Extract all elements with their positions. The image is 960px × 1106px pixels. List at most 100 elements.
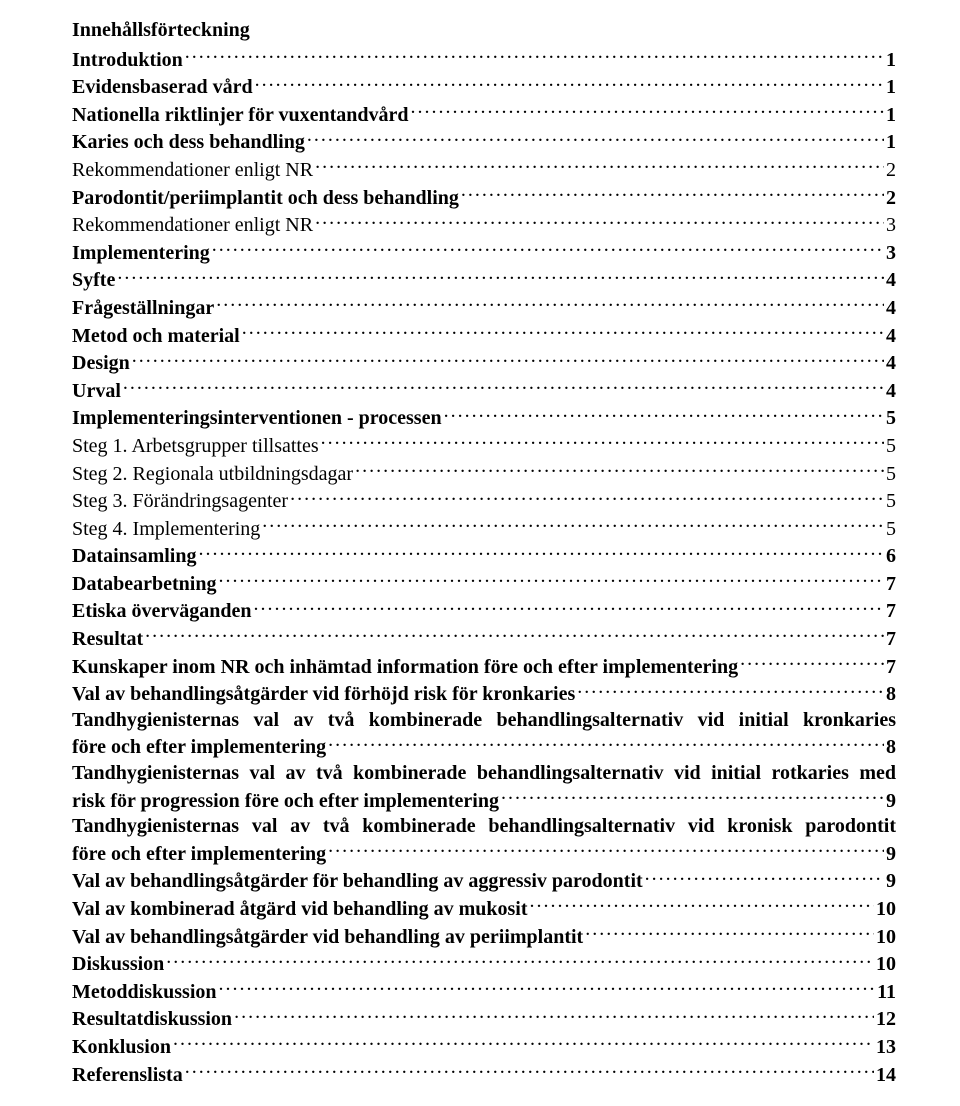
toc-page-number: 5	[886, 489, 896, 515]
toc-page-number: 10	[876, 897, 896, 923]
toc-leader	[218, 570, 884, 590]
toc-leader	[219, 978, 876, 998]
toc-entry: Resultatdiskussion 12	[72, 1005, 896, 1033]
toc-page-number: 8	[886, 735, 896, 761]
toc-entry: Implementeringsinterventionen - processe…	[72, 404, 896, 432]
toc-leader	[461, 184, 884, 204]
toc-entry: Nationella riktlinjer för vuxentandvård1	[72, 101, 896, 129]
toc-entry-label: Resultat	[72, 627, 143, 653]
toc-entry: Databearbetning 7	[72, 570, 896, 598]
toc-leader	[585, 923, 874, 943]
toc-entry: Tandhygienisternas val av två kombinerad…	[72, 761, 896, 814]
toc-page-number: 6	[886, 544, 896, 570]
toc-leader	[290, 487, 884, 507]
toc-leader	[216, 294, 884, 314]
toc-leader	[529, 895, 874, 915]
toc-page-number: 3	[886, 213, 896, 239]
toc-entry: Referenslista14	[72, 1061, 896, 1089]
toc-entry-label: Karies och dess behandling	[72, 130, 305, 156]
toc-leader	[253, 597, 884, 617]
toc-page-number: 5	[886, 434, 896, 460]
toc-entry-label: Diskussion	[72, 952, 164, 978]
toc-entry: Evidensbaserad vård 1	[72, 73, 896, 101]
toc-entry: Syfte4	[72, 266, 896, 294]
toc-page-number: 13	[876, 1035, 896, 1061]
toc-entry-label: Implementering	[72, 241, 210, 267]
toc-entry-label: Val av kombinerad åtgärd vid behandling …	[72, 897, 527, 923]
toc-leader	[444, 404, 884, 424]
toc-entry-lastline: risk för progression före och efter impl…	[72, 787, 896, 815]
toc-entry-label: Val av behandlingsåtgärder vid förhöjd r…	[72, 682, 575, 708]
toc-entry: Val av behandlingsåtgärder för behandlin…	[72, 867, 896, 895]
toc-entry-line1: Tandhygienisternas val av två kombinerad…	[72, 708, 896, 734]
toc-entry-label: Steg 3. Förändringsagenter	[72, 489, 288, 515]
toc-page-number: 4	[886, 379, 896, 405]
toc-entry: Design 4	[72, 349, 896, 377]
toc-entry: Steg 1. Arbetsgrupper tillsattes5	[72, 432, 896, 460]
toc-leader	[307, 128, 884, 148]
toc-page-number: 7	[886, 572, 896, 598]
toc-page-number: 1	[886, 75, 896, 101]
toc-leader	[328, 733, 884, 753]
toc-entry-lastline: före och efter implementering9	[72, 840, 896, 868]
toc-entry: Konklusion 13	[72, 1033, 896, 1061]
toc-leader	[328, 840, 884, 860]
toc-entry-label: Etiska överväganden	[72, 599, 251, 625]
toc-entry-label: Val av behandlingsåtgärder för behandlin…	[72, 869, 643, 895]
toc-entry-label: Konklusion	[72, 1035, 171, 1061]
toc-entry: Steg 3. Förändringsagenter 5	[72, 487, 896, 515]
toc-leader	[117, 266, 884, 286]
toc-page-number: 1	[886, 130, 896, 156]
toc-entry-label: Resultatdiskussion	[72, 1007, 232, 1033]
toc-entry-lastline: före och efter implementering8	[72, 733, 896, 761]
toc-page-number: 5	[886, 517, 896, 543]
toc-leader	[645, 867, 884, 887]
toc-leader	[185, 1061, 874, 1081]
toc-leader	[577, 680, 884, 700]
toc-entry: Val av behandlingsåtgärder vid behandlin…	[72, 923, 896, 951]
toc-leader	[410, 101, 884, 121]
toc-leader	[242, 322, 884, 342]
toc-entry-tail: före och efter implementering	[72, 842, 326, 868]
toc-entry-label: Nationella riktlinjer för vuxentandvård	[72, 103, 408, 129]
toc-page-number: 2	[886, 186, 896, 212]
toc-leader	[740, 653, 884, 673]
toc-page-number: 10	[876, 952, 896, 978]
toc-leader	[173, 1033, 874, 1053]
toc-entry-label: Frågeställningar	[72, 296, 214, 322]
toc-page-number: 4	[886, 268, 896, 294]
toc-entry: Metod och material4	[72, 322, 896, 350]
toc-page-number: 4	[886, 296, 896, 322]
toc-entry-label: Metod och material	[72, 324, 240, 350]
toc-entry-label: Parodontit/periimplantit och dess behand…	[72, 186, 459, 212]
toc-list: Introduktion1Evidensbaserad vård1Natione…	[72, 46, 896, 1089]
toc-entry-label: Kunskaper inom NR och inhämtad informati…	[72, 655, 738, 681]
toc-entry-label: Databearbetning	[72, 572, 216, 598]
toc-page-number: 9	[886, 789, 896, 815]
toc-entry: Val av behandlingsåtgärder vid förhöjd r…	[72, 680, 896, 708]
toc-page-number: 5	[886, 462, 896, 488]
toc-page-number: 5	[886, 406, 896, 432]
toc-entry-label: Rekommendationer enligt NR	[72, 158, 313, 184]
toc-entry: Karies och dess behandling 1	[72, 128, 896, 156]
toc-entry-label: Steg 4. Implementering	[72, 517, 260, 543]
toc-leader	[234, 1005, 874, 1025]
toc-page-number: 10	[876, 925, 896, 951]
toc-entry: Implementering3	[72, 239, 896, 267]
toc-page-number: 4	[886, 351, 896, 377]
toc-page-number: 12	[876, 1007, 896, 1033]
toc-entry-label: Design	[72, 351, 130, 377]
toc-entry-line1: Tandhygienisternas val av två kombinerad…	[72, 761, 896, 787]
toc-entry: Tandhygienisternas val av två kombinerad…	[72, 708, 896, 761]
toc-entry-label: Evidensbaserad vård	[72, 75, 253, 101]
toc-page-number: 14	[876, 1063, 896, 1089]
toc-leader	[321, 432, 884, 452]
toc-leader	[255, 73, 884, 93]
toc-entry: Parodontit/periimplantit och dess behand…	[72, 184, 896, 212]
toc-entry-label: Val av behandlingsåtgärder vid behandlin…	[72, 925, 583, 951]
toc-page-number: 9	[886, 869, 896, 895]
toc-entry-tail: risk för progression före och efter impl…	[72, 789, 499, 815]
toc-leader	[315, 211, 884, 231]
toc-entry: Steg 4. Implementering 5	[72, 515, 896, 543]
toc-entry: Urval4	[72, 377, 896, 405]
